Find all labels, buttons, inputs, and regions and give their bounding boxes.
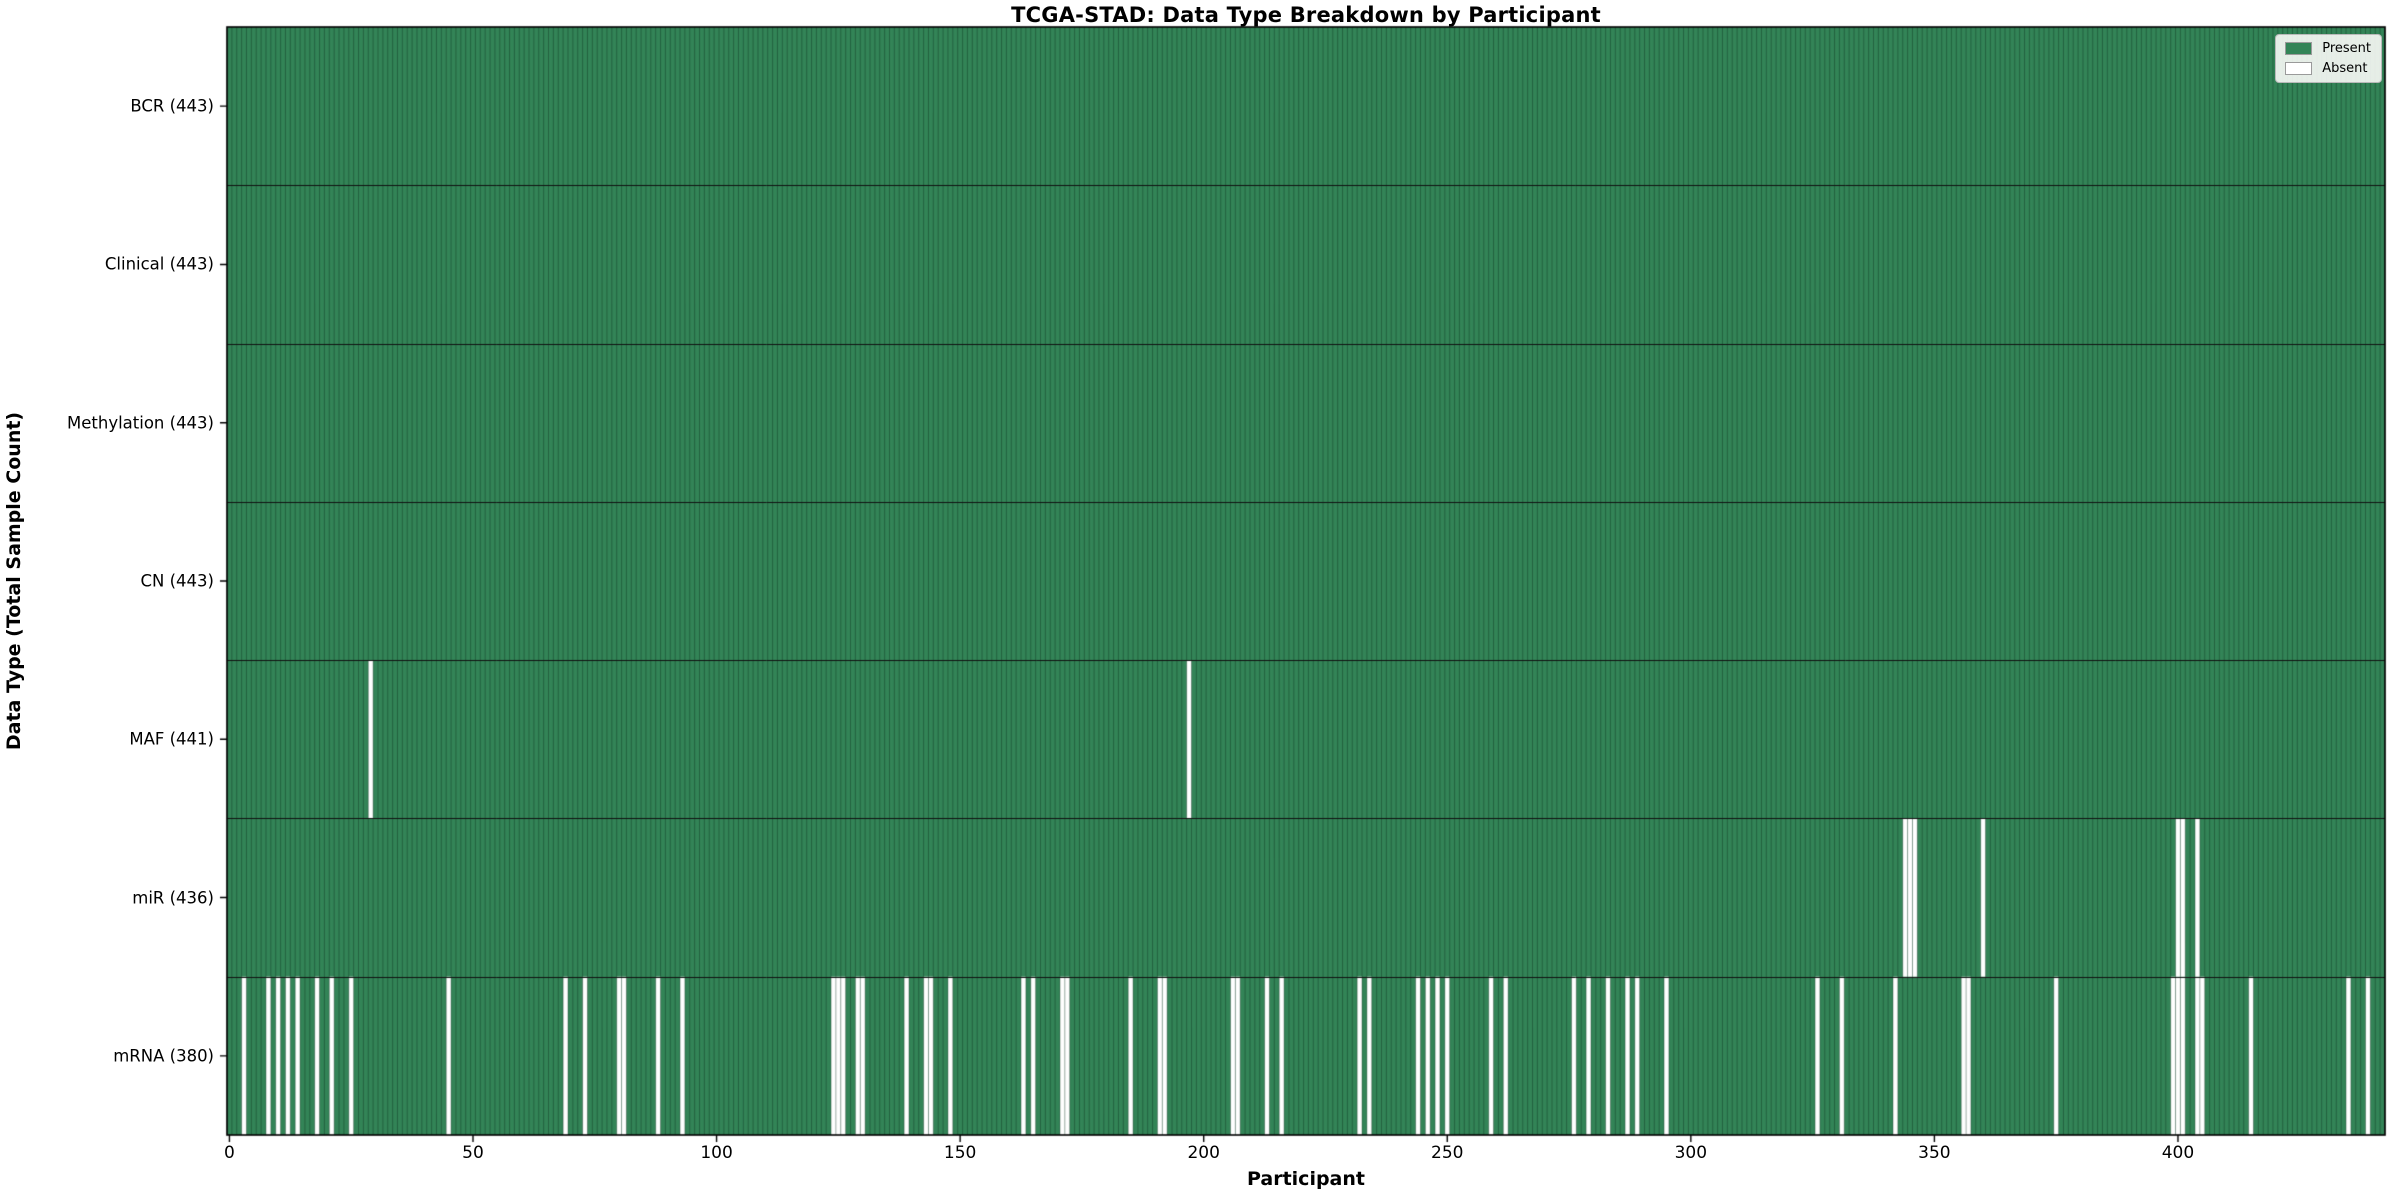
y-tick-label-MAF: MAF (441) [129, 729, 214, 749]
x-axis-label: Participant [1246, 1168, 1365, 1190]
y-tick-label-Methylation: Methylation (443) [67, 413, 214, 433]
legend-entry-absent: Absent [2285, 62, 2371, 75]
legend-label-absent: Absent [2322, 61, 2368, 76]
x-tick-label: 100 [700, 1143, 733, 1163]
x-tick-label: 300 [1674, 1143, 1708, 1163]
x-tick-label: 250 [1431, 1143, 1464, 1163]
y-tick-label-mRNA: mRNA (380) [113, 1046, 214, 1066]
y-axis-label: Data Type (Total Sample Count) [3, 411, 25, 751]
x-tick-label: 150 [943, 1143, 977, 1163]
x-tick-label: 400 [2161, 1143, 2195, 1163]
present-swatch-icon [2285, 42, 2313, 55]
legend-label-present: Present [2322, 41, 2371, 56]
x-tick-label: 50 [462, 1143, 484, 1163]
absent-swatch-icon [2285, 62, 2313, 75]
y-tick-label-BCR: BCR (443) [130, 96, 214, 116]
x-tick-label: 200 [1187, 1143, 1220, 1163]
legend: Present Absent [2275, 34, 2382, 83]
x-tick-label: 350 [1918, 1143, 1951, 1163]
y-tick-label-CN: CN (443) [140, 571, 214, 591]
y-tick-label-Clinical: Clinical (443) [104, 254, 214, 274]
x-axis-tick-labels: 0 50 100 150 200 250 300 350 400 [0, 1143, 2400, 1167]
y-axis-tick-labels: BCR (443) Clinical (443) Methylation (443)… [0, 0, 214, 1200]
legend-entry-present: Present [2285, 42, 2371, 55]
y-tick-label-miR: miR (436) [132, 888, 214, 908]
x-tick-label: 0 [224, 1143, 235, 1163]
